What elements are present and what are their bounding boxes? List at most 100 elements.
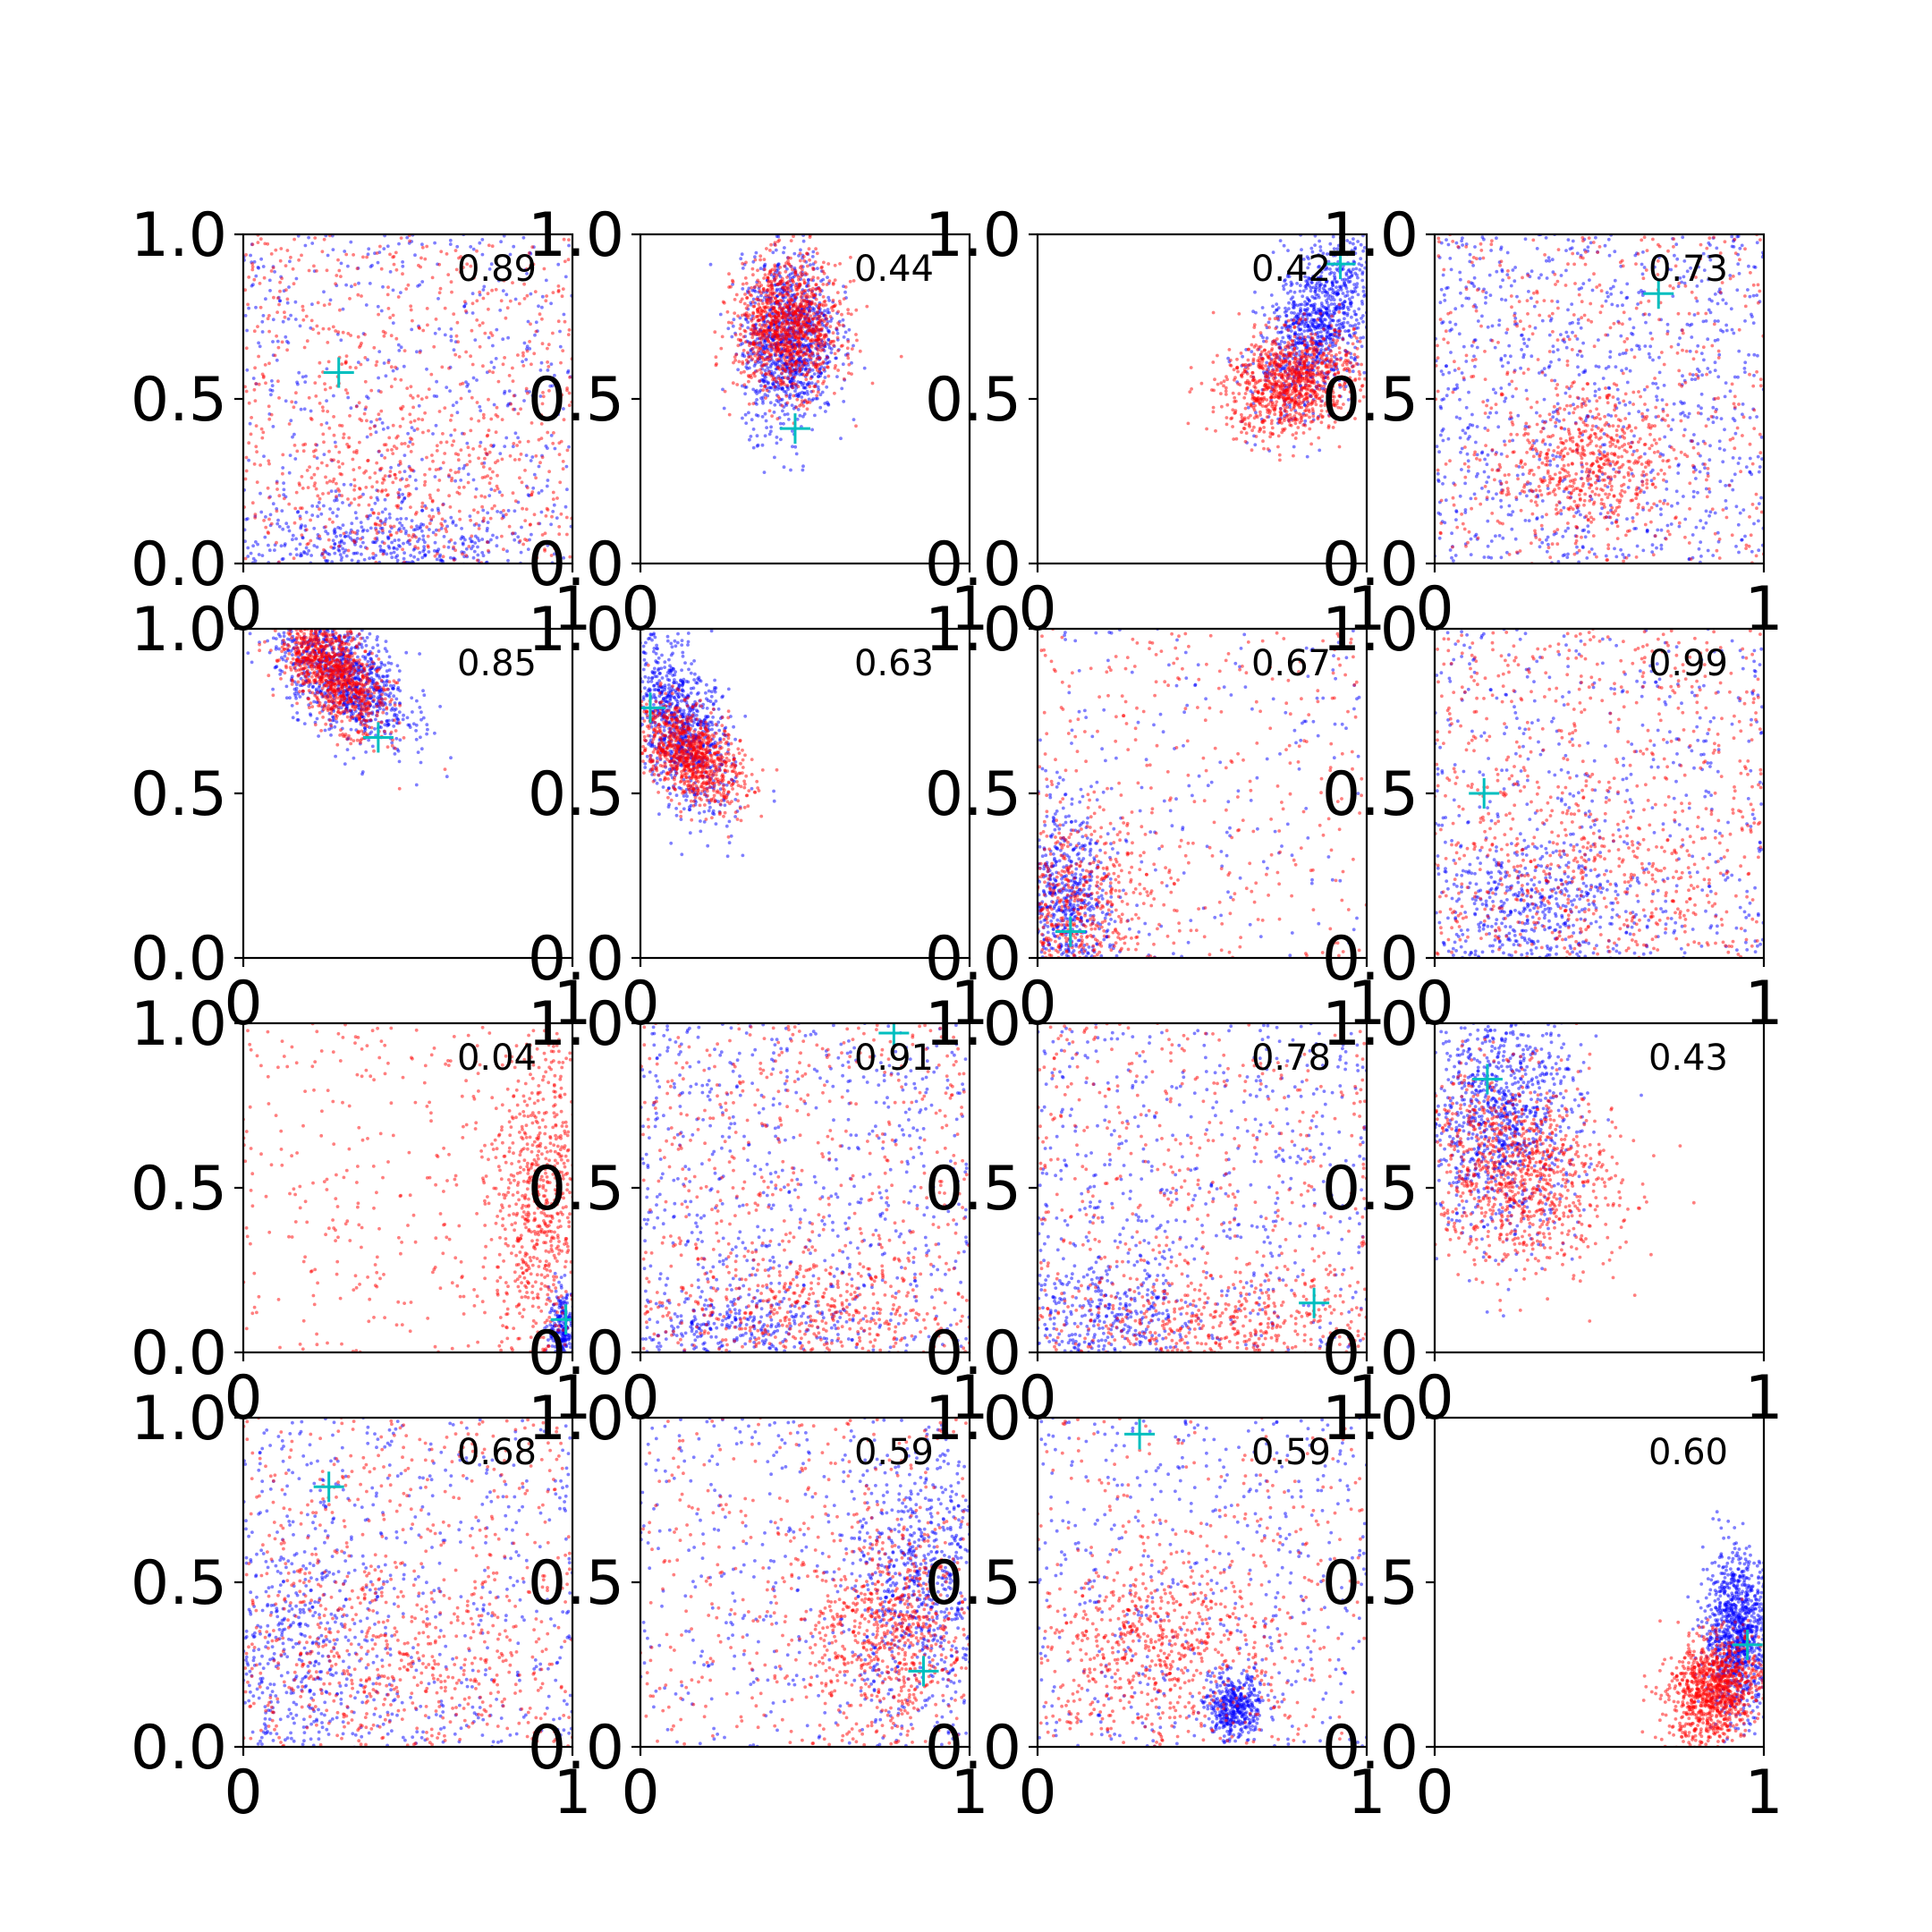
red-point bbox=[411, 442, 415, 446]
red-point bbox=[513, 458, 517, 462]
red-point bbox=[847, 362, 852, 367]
blue-point bbox=[1327, 321, 1332, 326]
red-point bbox=[825, 317, 829, 321]
blue-point bbox=[1279, 339, 1284, 343]
blue-point bbox=[449, 515, 453, 520]
red-point bbox=[798, 369, 801, 374]
red-point bbox=[466, 445, 470, 450]
red-point bbox=[870, 381, 875, 386]
red-point bbox=[768, 325, 773, 328]
blue-point bbox=[421, 538, 426, 542]
blue-point bbox=[1283, 279, 1286, 283]
blue-point bbox=[522, 399, 526, 402]
blue-point bbox=[841, 362, 845, 367]
red-point bbox=[517, 301, 521, 306]
red-point bbox=[314, 443, 318, 446]
blue-point bbox=[423, 540, 427, 545]
blue-point bbox=[549, 522, 553, 527]
red-point bbox=[543, 531, 547, 536]
red-point bbox=[763, 267, 767, 272]
red-point bbox=[466, 480, 470, 485]
blue-point bbox=[1291, 302, 1295, 307]
blue-point bbox=[812, 307, 817, 311]
red-point bbox=[818, 327, 822, 332]
blue-point bbox=[505, 549, 509, 554]
red-point bbox=[755, 341, 759, 345]
red-point bbox=[420, 504, 424, 509]
blue-point bbox=[475, 378, 479, 382]
blue-point bbox=[416, 557, 420, 562]
red-point bbox=[334, 282, 337, 286]
red-point bbox=[789, 334, 793, 338]
blue-point bbox=[343, 534, 347, 538]
red-point bbox=[818, 332, 822, 336]
red-point bbox=[401, 547, 404, 552]
red-point bbox=[519, 452, 523, 456]
red-point bbox=[263, 242, 267, 246]
blue-point bbox=[381, 284, 385, 289]
blue-point bbox=[1357, 307, 1361, 311]
red-point bbox=[767, 351, 771, 355]
red-point bbox=[453, 249, 458, 252]
red-point bbox=[423, 472, 427, 477]
blue-point bbox=[1279, 367, 1284, 371]
red-point bbox=[809, 301, 814, 306]
blue-point bbox=[435, 528, 438, 532]
blue-point bbox=[419, 529, 424, 533]
red-point bbox=[322, 303, 326, 308]
blue-point bbox=[410, 327, 414, 332]
red-point bbox=[456, 458, 461, 462]
blue-point bbox=[415, 524, 419, 529]
blue-point bbox=[336, 507, 340, 512]
red-point bbox=[317, 331, 321, 335]
red-point bbox=[314, 448, 318, 453]
red-point bbox=[783, 335, 787, 340]
red-point bbox=[335, 274, 339, 277]
blue-point bbox=[1360, 317, 1363, 320]
red-point bbox=[267, 459, 271, 463]
blue-point bbox=[810, 368, 815, 372]
blue-point bbox=[478, 404, 482, 409]
red-point bbox=[322, 237, 326, 242]
blue-point bbox=[418, 524, 422, 529]
red-point bbox=[327, 449, 331, 453]
red-point bbox=[833, 278, 837, 282]
red-point bbox=[297, 258, 301, 262]
red-point bbox=[769, 242, 773, 247]
red-point bbox=[476, 511, 480, 514]
red-point bbox=[335, 495, 338, 498]
red-point bbox=[811, 275, 816, 279]
red-point bbox=[562, 237, 566, 242]
red-point bbox=[816, 352, 820, 355]
red-point bbox=[800, 304, 804, 308]
red-point bbox=[729, 284, 733, 289]
red-point bbox=[757, 309, 761, 314]
blue-point bbox=[246, 555, 250, 558]
red-point bbox=[558, 480, 563, 485]
red-point bbox=[530, 421, 534, 425]
red-point bbox=[417, 417, 420, 421]
red-point bbox=[258, 463, 262, 467]
red-point bbox=[509, 402, 513, 406]
blue-point bbox=[273, 270, 276, 274]
blue-point bbox=[1275, 302, 1279, 306]
blue-point bbox=[1312, 325, 1316, 329]
red-point bbox=[551, 331, 555, 335]
red-point bbox=[285, 297, 290, 301]
red-point bbox=[816, 334, 820, 338]
red-point bbox=[793, 335, 798, 339]
red-point bbox=[556, 288, 561, 292]
red-point bbox=[563, 319, 567, 324]
red-point bbox=[762, 362, 767, 367]
red-point bbox=[814, 326, 818, 330]
red-point bbox=[475, 318, 479, 322]
blue-point bbox=[1342, 306, 1346, 309]
red-point bbox=[244, 346, 249, 351]
blue-point bbox=[365, 394, 369, 399]
blue-point bbox=[1352, 242, 1355, 246]
red-point bbox=[797, 277, 801, 282]
blue-point bbox=[564, 275, 568, 279]
blue-point bbox=[491, 343, 495, 348]
blue-point bbox=[540, 294, 545, 299]
red-point bbox=[348, 414, 352, 418]
